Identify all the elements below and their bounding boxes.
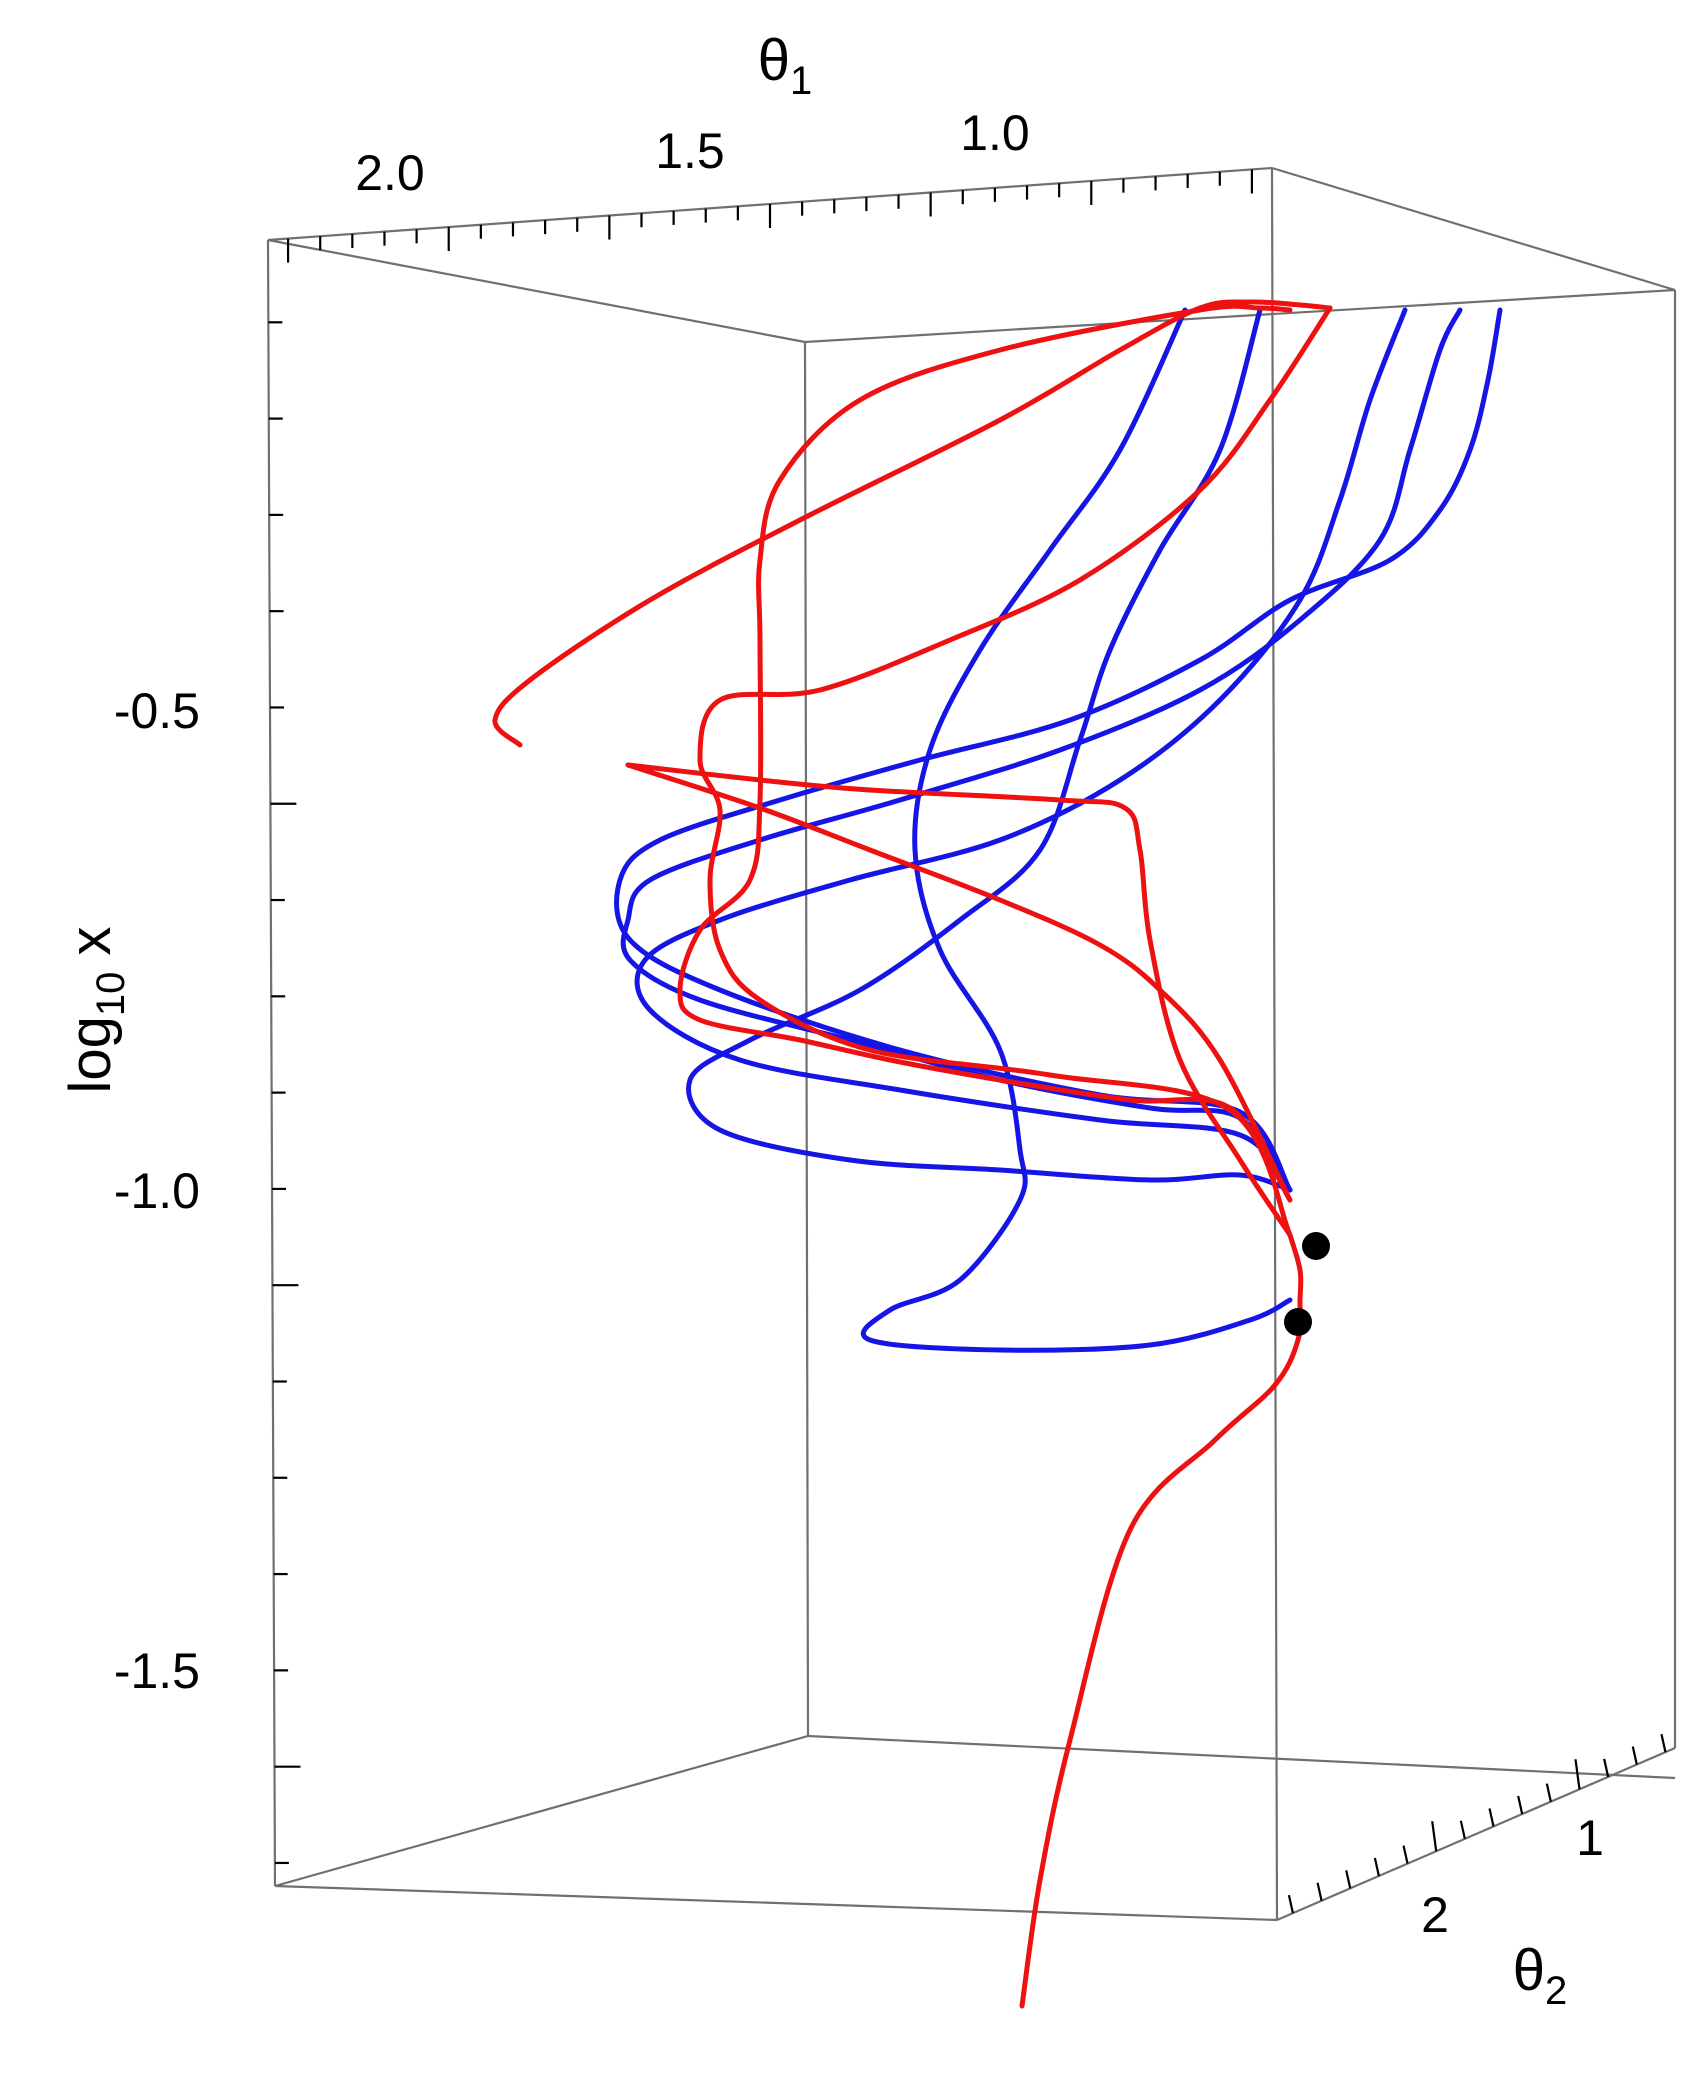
theta2-tick — [1488, 1808, 1495, 1827]
axis-labels: 2.0 1.5 1.0 -0.5 -1.0 -1.5 2 1 θ1 θ2 log… — [58, 28, 1604, 2013]
box-edge-bottom-left — [274, 1734, 809, 1888]
blue-trajectory-line — [686, 307, 1293, 1193]
theta2-tick — [1631, 1746, 1638, 1765]
theta1-tick-label: 1.5 — [655, 123, 725, 179]
red-trajectory-line — [492, 299, 1333, 748]
marked-points — [1284, 1232, 1330, 1336]
theta2-tick — [1660, 1733, 1667, 1753]
theta2-tick — [1574, 1759, 1581, 1790]
axis-ticks — [268, 169, 1667, 1914]
logx-tick-label: -0.5 — [114, 683, 200, 739]
red-trajectory-line — [677, 303, 1293, 1203]
red-trajectory-line — [697, 305, 1333, 1238]
box-edge-front-top-left — [267, 238, 806, 344]
red-trajectory-line — [1019, 1232, 1304, 2009]
logx-tick-label: -1.0 — [114, 1163, 200, 1219]
box-edge-bottom-mid — [807, 1734, 1676, 1780]
blue-trajectory-line — [860, 307, 1293, 1353]
theta2-tick-label: 2 — [1421, 1887, 1449, 1943]
logx-tick-label: -1.5 — [114, 1643, 200, 1699]
red-trajectory-line — [625, 762, 1293, 1238]
theta2-tick — [1316, 1882, 1323, 1901]
blue-trajectory-line — [634, 307, 1408, 1193]
theta2-tick — [1459, 1820, 1466, 1840]
theta2-tick — [1603, 1758, 1610, 1778]
theta2-tick-label: 1 — [1576, 1810, 1604, 1866]
box-edge-bottom-right — [1276, 1746, 1676, 1922]
theta2-tick — [1517, 1795, 1524, 1815]
plot-box — [266, 166, 1677, 1922]
theta2-tick — [1287, 1894, 1294, 1914]
logx-axis-label: log10 x — [58, 926, 133, 1093]
box-edge-back-top-right — [1271, 166, 1676, 292]
theta2-tick — [1345, 1870, 1352, 1889]
theta2-tick — [1402, 1845, 1409, 1864]
theta2-axis-label: θ2 — [1513, 1938, 1568, 2013]
box-edge-bottom-front — [274, 1884, 1278, 1922]
red-trajectory-line — [625, 762, 1293, 1203]
theta2-tick — [1373, 1857, 1380, 1877]
theta1-tick-label: 2.0 — [355, 145, 425, 201]
blue-trajectory-line — [620, 307, 1463, 1193]
marked-point — [1284, 1308, 1312, 1336]
marked-point — [1302, 1232, 1330, 1260]
blue-trajectory-line — [614, 307, 1503, 1193]
theta1-axis-label: θ1 — [758, 28, 813, 103]
theta2-tick — [1431, 1821, 1438, 1852]
box-edge-front-top — [804, 288, 1676, 344]
box-edge-left — [266, 239, 277, 1887]
box-edge-right-back — [1270, 167, 1279, 1921]
series-curves — [492, 299, 1503, 2009]
theta1-tick-label: 1.0 — [960, 105, 1030, 161]
theta2-tick — [1545, 1783, 1552, 1802]
